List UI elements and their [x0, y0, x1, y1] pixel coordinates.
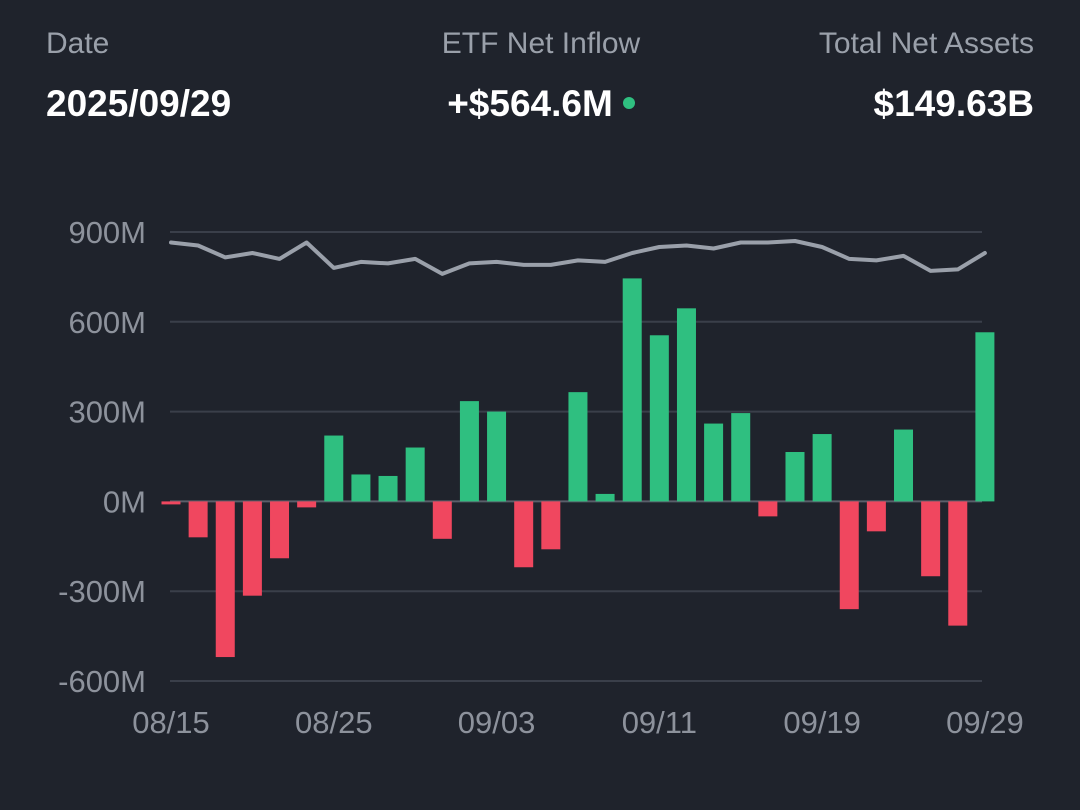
flow-bar — [487, 411, 507, 502]
flow-bar — [242, 501, 262, 596]
flow-bar — [676, 308, 696, 502]
flow-bar — [894, 429, 914, 502]
flow-bar — [975, 332, 995, 502]
assets-label: Total Net Assets — [818, 27, 1034, 60]
flow-bar — [324, 435, 344, 502]
flow-bar — [866, 501, 886, 532]
date-label: Date — [46, 27, 110, 60]
flow-bar — [432, 501, 452, 539]
y-tick-label: 300M — [68, 395, 146, 430]
assets-block: Total Net Assets $149.63B — [819, 22, 1034, 126]
flow-bar — [704, 423, 724, 502]
flow-bar — [595, 493, 615, 502]
flow-bar — [568, 392, 588, 502]
assets-value: $149.63B — [873, 83, 1034, 124]
y-tick-label: 600M — [68, 305, 146, 340]
flow-bar — [921, 501, 941, 577]
summary-header: Date 2025/09/29 ETF Net Inflow +$564.6M … — [46, 22, 1034, 132]
flow-bar — [297, 501, 317, 508]
x-tick-label: 09/29 — [946, 705, 1024, 740]
x-tick-label: 09/03 — [458, 705, 536, 740]
flow-bar — [812, 434, 832, 502]
x-tick-label: 08/25 — [295, 705, 373, 740]
total-assets-line — [169, 239, 987, 276]
x-tick-label: 09/19 — [783, 705, 861, 740]
x-tick-label: 09/11 — [622, 705, 697, 740]
flow-bar — [785, 452, 805, 502]
flow-bar — [188, 501, 208, 538]
flow-bar — [541, 501, 561, 550]
date-block: Date 2025/09/29 — [46, 22, 231, 126]
x-tick-label: 08/15 — [132, 705, 210, 740]
flow-bar — [378, 475, 398, 502]
flow-bar — [948, 501, 968, 626]
y-tick-label: 900M — [68, 215, 146, 250]
flow-bar — [649, 335, 669, 502]
flow-bar — [405, 447, 425, 502]
inflow-value: +$564.6M — [447, 83, 613, 124]
y-tick-label: -600M — [58, 664, 146, 699]
flow-bar — [622, 278, 642, 502]
flow-bar — [161, 501, 181, 505]
inflow-block: ETF Net Inflow +$564.6M — [426, 22, 656, 126]
date-value: 2025/09/29 — [46, 83, 232, 124]
inflow-dot-icon — [622, 97, 635, 110]
flow-bar — [514, 501, 534, 568]
flow-bar — [351, 474, 371, 502]
y-tick-label: 0M — [103, 484, 146, 519]
y-tick-label: -300M — [58, 574, 146, 609]
flow-bar — [459, 401, 479, 502]
flow-bar — [839, 501, 859, 610]
flow-bar — [758, 501, 778, 517]
flow-bar — [270, 501, 290, 559]
inflow-value-row: +$564.6M — [426, 82, 656, 126]
flow-bar — [731, 413, 751, 502]
inflow-label: ETF Net Inflow — [441, 27, 641, 60]
flow-bar — [215, 501, 235, 658]
